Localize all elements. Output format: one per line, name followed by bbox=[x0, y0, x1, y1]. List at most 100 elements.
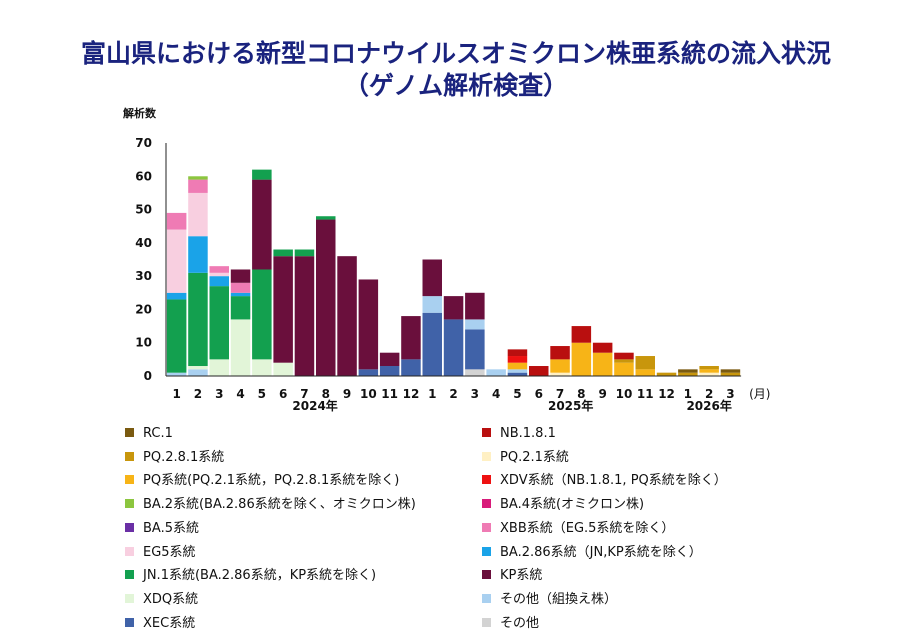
bar-segment bbox=[635, 369, 655, 376]
year-label: 2026年 bbox=[686, 398, 731, 413]
bar-segment bbox=[550, 359, 570, 373]
x-tick-label: 1 bbox=[684, 387, 692, 401]
bar-segment bbox=[443, 319, 464, 376]
legend-label: その他（組換え株） bbox=[500, 591, 618, 607]
legend-item: XDV系統（NB.1.8.1, PQ系統を除く） bbox=[482, 472, 727, 490]
legend-swatch bbox=[125, 617, 134, 627]
bar-segment bbox=[294, 249, 315, 257]
x-tick-label: 6 bbox=[279, 387, 287, 401]
x-tick-label: 8 bbox=[577, 387, 585, 401]
legend-item: XBB系統（EG.5系統を除く） bbox=[482, 520, 674, 538]
x-tick-label: 11 bbox=[381, 387, 398, 401]
bar-segment bbox=[379, 352, 400, 367]
bar-segment bbox=[252, 169, 272, 180]
bar-segment bbox=[678, 372, 698, 376]
x-tick-label: 1 bbox=[428, 387, 436, 401]
x-tick-label: 4 bbox=[492, 387, 500, 401]
legend-label: XDV系統（NB.1.8.1, PQ系統を除く） bbox=[500, 473, 727, 489]
bar-segment bbox=[465, 292, 485, 320]
x-tick-label: 2 bbox=[194, 387, 202, 401]
bar-segment bbox=[699, 366, 719, 370]
year-label: 2024年 bbox=[292, 398, 337, 413]
bar-segment bbox=[273, 362, 293, 376]
legend-item: BA.2系統(BA.2.86系統を除く、オミクロン株) bbox=[125, 496, 416, 514]
year-label: 2025年 bbox=[548, 398, 593, 413]
legend-item: BA.5系統 bbox=[125, 520, 199, 538]
legend-label: NB.1.8.1 bbox=[500, 426, 556, 441]
x-tick-label: 12 bbox=[403, 387, 420, 401]
bar-segment bbox=[188, 176, 208, 180]
bar-segment bbox=[507, 356, 528, 363]
legend-label: JN.1系統(BA.2.86系統，KP系統を除く) bbox=[143, 568, 377, 584]
chart-title: 富山県における新型コロナウイルスオミクロン株亜系統の流入状況 bbox=[80, 39, 831, 68]
legend-swatch bbox=[482, 451, 491, 461]
legend-label: BA.5系統 bbox=[143, 520, 199, 536]
y-tick-label: 40 bbox=[135, 236, 152, 250]
bar-segment bbox=[614, 352, 634, 360]
x-tick-label: 5 bbox=[513, 387, 521, 401]
legend-swatch bbox=[125, 522, 134, 532]
bar-segment bbox=[230, 296, 251, 320]
x-tick-label: 12 bbox=[658, 387, 675, 401]
legend-item: NB.1.8.1 bbox=[482, 425, 556, 443]
legend-label: EG5系統 bbox=[143, 544, 196, 560]
legend-item: その他 bbox=[482, 615, 539, 633]
bar-segment bbox=[209, 266, 229, 273]
bar-segment bbox=[209, 272, 229, 277]
bar-segment bbox=[422, 259, 442, 297]
bar-segment bbox=[188, 236, 208, 273]
bar-segment bbox=[230, 292, 251, 297]
bar-segment bbox=[166, 372, 187, 376]
bar-segment bbox=[443, 296, 464, 320]
legend-swatch bbox=[482, 522, 491, 532]
legend-item: XEC系統 bbox=[125, 615, 195, 633]
legend-item: PQ系統(PQ.2.1系統，PQ.2.8.1系統を除く) bbox=[125, 472, 399, 490]
bar-segment bbox=[209, 359, 229, 376]
bar-segment bbox=[720, 369, 741, 373]
y-tick-label: 0 bbox=[144, 369, 152, 383]
legend-swatch bbox=[125, 451, 134, 461]
bar-segment bbox=[209, 286, 229, 360]
bar-segment bbox=[529, 366, 549, 376]
bar-segment bbox=[699, 372, 719, 376]
legend-item: BA.2.86系統（JN,KP系統を除く） bbox=[482, 544, 702, 562]
chart-subtitle: （ゲノム解析検査） bbox=[343, 71, 569, 100]
legend-label: PQ系統(PQ.2.1系統，PQ.2.8.1系統を除く) bbox=[143, 473, 400, 489]
legend-item: PQ.2.8.1系統 bbox=[125, 449, 224, 467]
bar-segment bbox=[188, 192, 208, 237]
legend-item: PQ.2.1系統 bbox=[482, 449, 569, 467]
bar-segment bbox=[209, 276, 229, 287]
bar-segment bbox=[422, 296, 442, 313]
bar-segment bbox=[188, 179, 208, 193]
bar-segment bbox=[465, 329, 485, 370]
bar-segment bbox=[166, 212, 187, 230]
legend-swatch bbox=[125, 499, 134, 509]
legend-label: PQ.2.1系統 bbox=[500, 449, 569, 465]
bar-segment bbox=[188, 369, 208, 376]
y-tick-label: 20 bbox=[135, 302, 152, 316]
legend-item: RC.1 bbox=[125, 425, 173, 443]
bar-segment bbox=[166, 292, 187, 300]
bar-segment bbox=[273, 249, 293, 257]
bar-segment bbox=[592, 342, 613, 353]
bar-segment bbox=[401, 359, 421, 376]
x-tick-label: 3 bbox=[471, 387, 479, 401]
legend-label: BA.2系統(BA.2.86系統を除く、オミクロン株) bbox=[143, 497, 416, 513]
bar-segment bbox=[316, 219, 336, 376]
bar-segment bbox=[614, 359, 634, 363]
bar-segment bbox=[188, 272, 208, 367]
legend-swatch bbox=[125, 593, 134, 603]
bar-segment bbox=[337, 256, 357, 376]
legend-item: KP系統 bbox=[482, 567, 542, 585]
legend-swatch bbox=[482, 428, 491, 437]
x-tick-label: 9 bbox=[343, 387, 351, 401]
x-tick-label: 4 bbox=[236, 387, 244, 401]
legend-swatch bbox=[482, 475, 491, 485]
x-tick-label: 10 bbox=[616, 387, 633, 401]
bar-segment bbox=[550, 346, 570, 360]
legend-label: BA.4系統(オミクロン株) bbox=[500, 497, 645, 513]
x-tick-label: 11 bbox=[637, 387, 654, 401]
bar-segment bbox=[273, 256, 293, 363]
x-tick-label: 3 bbox=[215, 387, 223, 401]
bar-segment bbox=[720, 372, 741, 376]
